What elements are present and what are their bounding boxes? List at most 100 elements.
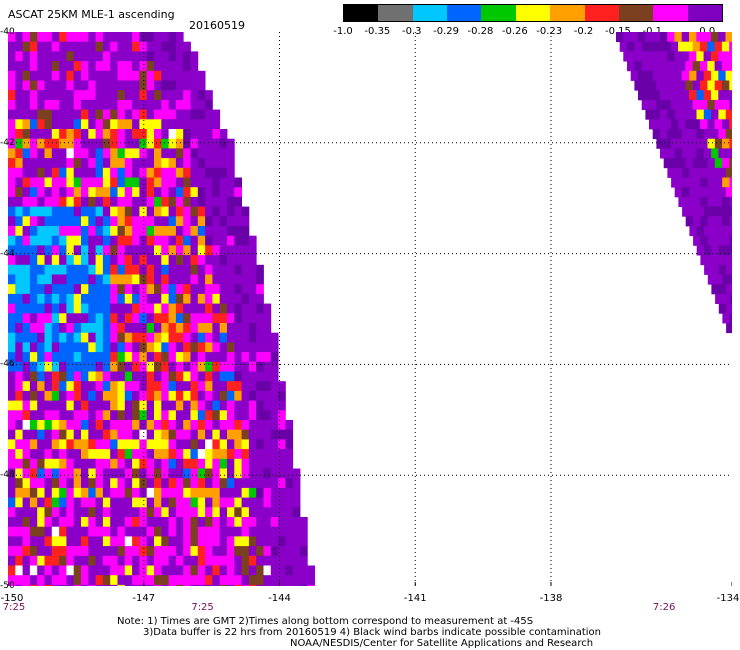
data-cell (102, 478, 111, 489)
data-cell (37, 158, 45, 169)
data-cell (132, 167, 140, 178)
latitude-label: -50 (0, 581, 15, 591)
data-cell (168, 449, 177, 460)
data-cell (227, 390, 235, 401)
data-cell (256, 371, 264, 382)
data-cell (95, 468, 104, 479)
data-cell (681, 90, 690, 101)
data-cell (95, 303, 104, 314)
data-cell (685, 119, 694, 130)
data-cell (689, 70, 697, 81)
data-cell (154, 497, 162, 508)
data-cell (154, 526, 162, 537)
data-cell (124, 526, 133, 537)
data-cell (110, 303, 118, 314)
data-cell (51, 51, 60, 62)
data-cell (66, 342, 75, 353)
data-cell (219, 575, 228, 586)
data-cell (205, 226, 213, 237)
data-cell (22, 90, 31, 101)
data-cell (197, 148, 206, 159)
data-cell (110, 148, 118, 159)
data-cell (307, 575, 315, 586)
data-cell (139, 565, 148, 576)
data-cell (139, 420, 148, 431)
data-cell (722, 196, 730, 207)
data-cell (15, 546, 23, 557)
data-cell (212, 526, 221, 537)
data-cell (721, 61, 730, 72)
data-cell (692, 138, 701, 149)
data-cell (175, 264, 184, 275)
data-cell (22, 507, 31, 518)
data-cell (8, 565, 16, 576)
data-cell (256, 468, 264, 479)
data-cell (29, 449, 38, 460)
data-cell (248, 245, 257, 256)
data-cell (124, 196, 133, 207)
data-cell (168, 507, 177, 518)
data-cell (270, 565, 279, 576)
data-cell (234, 497, 242, 508)
data-cell (37, 99, 45, 110)
data-cell (154, 119, 162, 130)
data-cell (66, 148, 75, 159)
data-cell (190, 390, 199, 401)
data-cell (256, 536, 264, 547)
data-cell (44, 400, 53, 411)
data-cell (154, 536, 162, 547)
data-cell (95, 487, 104, 498)
data-cell (88, 575, 96, 586)
data-cell (37, 313, 45, 324)
data-cell (227, 206, 235, 217)
data-cell (729, 293, 732, 304)
data-cell (168, 410, 177, 421)
data-cell (161, 226, 169, 237)
data-cell (256, 517, 264, 528)
data-cell (219, 400, 228, 411)
data-cell (205, 313, 213, 324)
data-cell (278, 449, 286, 460)
data-cell (278, 390, 286, 401)
data-cell (29, 303, 38, 314)
data-cell (73, 99, 82, 110)
data-cell (139, 352, 148, 363)
data-cell (132, 507, 140, 518)
data-cell (73, 342, 82, 353)
data-cell (139, 32, 148, 43)
data-cell (256, 342, 264, 353)
data-cell (183, 526, 191, 537)
data-cell (81, 332, 89, 343)
data-cell (190, 584, 199, 586)
data-cell (37, 546, 45, 557)
data-cell (51, 32, 60, 43)
data-cell (652, 129, 661, 140)
data-cell (110, 264, 118, 275)
data-cell (37, 420, 45, 431)
data-cell (124, 293, 133, 304)
data-cell (656, 138, 665, 149)
data-cell (88, 381, 96, 392)
time-label: 7:26 (652, 602, 676, 613)
data-cell (696, 129, 705, 140)
data-cell (248, 332, 257, 343)
data-cell (44, 517, 53, 528)
data-cell (219, 352, 228, 363)
data-cell (234, 546, 242, 557)
data-cell (110, 332, 118, 343)
data-cell (197, 468, 206, 479)
data-cell (183, 420, 191, 431)
data-cell (95, 429, 104, 440)
data-cell (630, 51, 639, 62)
data-cell (102, 109, 111, 120)
data-cell (8, 390, 16, 401)
data-cell (124, 536, 133, 547)
data-cell (81, 410, 89, 421)
data-cell (248, 303, 257, 314)
data-cell (59, 264, 67, 275)
data-cell (645, 70, 653, 81)
data-cell (8, 546, 16, 557)
data-cell (256, 555, 264, 566)
data-cell (124, 274, 133, 285)
data-cell (95, 293, 104, 304)
